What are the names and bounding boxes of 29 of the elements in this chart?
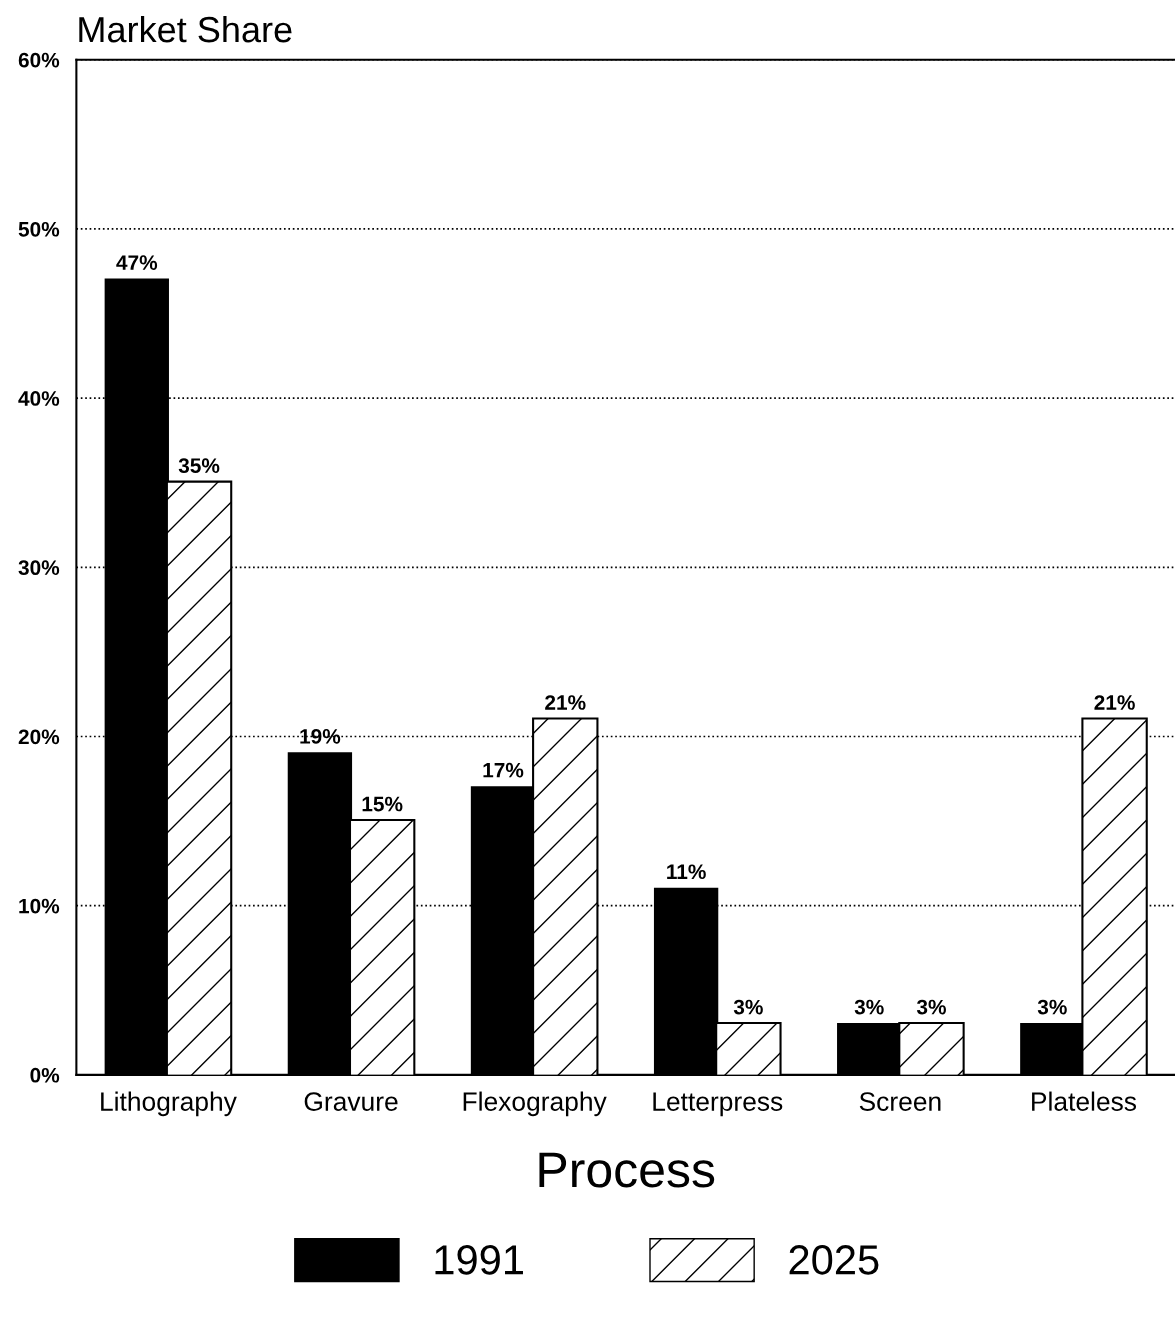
y-tick-label: 50% xyxy=(18,221,60,237)
data-label: 17% xyxy=(483,762,524,778)
x-tick-label: Letterpress xyxy=(653,1092,783,1117)
data-label: 35% xyxy=(178,458,220,474)
data-label: 47% xyxy=(116,255,158,270)
data-label: 21% xyxy=(1094,695,1135,710)
x-tick-label: Gravure xyxy=(304,1092,398,1111)
data-label: 15% xyxy=(362,796,403,812)
y-tick-label: 10% xyxy=(19,898,60,914)
legend-label: 2025 xyxy=(789,1245,879,1275)
data-label: 21% xyxy=(545,695,586,710)
data-label: 19% xyxy=(300,728,341,744)
y-tick-label: 0% xyxy=(30,1067,60,1083)
data-label: 3% xyxy=(1037,999,1067,1015)
data-label: 3% xyxy=(733,999,763,1015)
x-tick-label: Screen xyxy=(859,1092,941,1111)
x-tick-label: Lithography xyxy=(101,1091,237,1117)
data-label: 3% xyxy=(916,999,946,1015)
data-label: 3% xyxy=(854,999,884,1015)
y-tick-label: 20% xyxy=(18,729,60,745)
x-tick-label: Plateless xyxy=(1032,1091,1137,1111)
x-axis-title: Process xyxy=(539,1152,715,1188)
y-axis-title: Market Share xyxy=(79,15,292,43)
x-tick-label: Flexography xyxy=(463,1091,607,1117)
y-tick-label: 40% xyxy=(18,391,60,406)
y-tick-label: 30% xyxy=(18,560,60,576)
data-label: 11% xyxy=(667,864,706,880)
y-tick-label: 60% xyxy=(18,52,60,68)
legend-label: 1991 xyxy=(435,1245,523,1275)
